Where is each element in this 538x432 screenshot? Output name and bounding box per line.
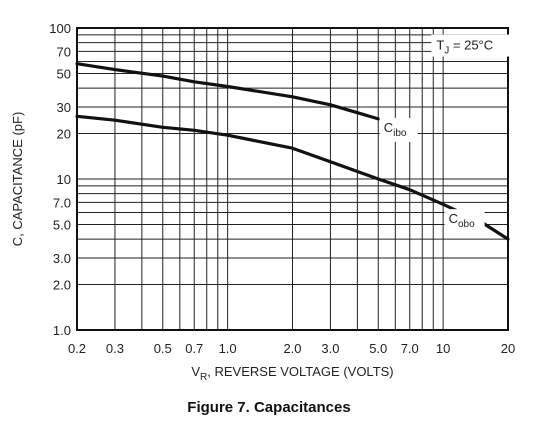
y-tick-label: 3.0 — [53, 251, 71, 266]
series-label-sub: obo — [458, 219, 475, 230]
series-layer — [75, 62, 510, 241]
series-label-background-cobo — [444, 209, 485, 234]
series-label-cobo: Cobo — [449, 211, 476, 230]
x-tick-label: 2.0 — [283, 341, 301, 356]
series-label-cibo: Cibo — [384, 120, 407, 139]
y-tick-label: 70 — [57, 44, 71, 59]
x-axis-label-rest: , REVERSE VOLTAGE (VOLTS) — [207, 364, 393, 379]
x-axis-label: VR, REVERSE VOLTAGE (VOLTS) — [191, 364, 393, 383]
x-tick-label: 0.5 — [154, 341, 172, 356]
x-tick-label: 7.0 — [401, 341, 419, 356]
x-tick-label: 0.3 — [106, 341, 124, 356]
x-tick-label: 1.0 — [219, 341, 237, 356]
figure-caption: Figure 7. Capacitances — [187, 399, 351, 416]
x-tick-label: 20 — [501, 341, 515, 356]
plot-frame — [76, 27, 509, 331]
series-label-main: C — [384, 120, 393, 135]
series-label-background-cibo — [379, 117, 418, 142]
x-axis-label-main: V — [191, 364, 200, 379]
annotation-background — [431, 34, 518, 57]
y-axis-label: C, CAPACITANCE (pF) — [10, 112, 25, 247]
y-tick-label: 30 — [57, 100, 71, 115]
y-tick-label: 50 — [57, 66, 71, 81]
y-tick-label: 1.0 — [53, 323, 71, 338]
series-line-cobo — [75, 114, 510, 241]
y-tick-label: 7.0 — [53, 195, 71, 210]
x-tick-label: 0.7 — [185, 341, 203, 356]
x-tick-label: 0.2 — [68, 341, 86, 356]
x-axis-label-sub: R — [200, 372, 207, 383]
y-tick-label: 10 — [57, 172, 71, 187]
annotation-sub: J — [444, 46, 449, 57]
series-label-main: C — [449, 211, 458, 226]
series-label-sub: ibo — [393, 128, 407, 139]
y-tick-label: 100 — [49, 21, 71, 36]
annotation-rest: = 25°C — [449, 38, 493, 53]
x-tick-label: 3.0 — [321, 341, 339, 356]
tick-labels: 0.2 0.3 0.5 0.7 1.0 2.0 3.0 5.0 7.0 10 20 1.0 2.0 3.0… — [49, 21, 515, 356]
x-tick-label: 5.0 — [369, 341, 387, 356]
y-tick-label: 2.0 — [53, 278, 71, 293]
annotation-main: T — [436, 38, 444, 53]
y-tick-label: 20 — [57, 127, 71, 142]
temperature-annotation: TJ = 25°C — [436, 38, 493, 57]
x-tick-label: 10 — [436, 341, 450, 356]
series-line-cibo — [75, 62, 380, 121]
y-tick-label: 5.0 — [53, 217, 71, 232]
